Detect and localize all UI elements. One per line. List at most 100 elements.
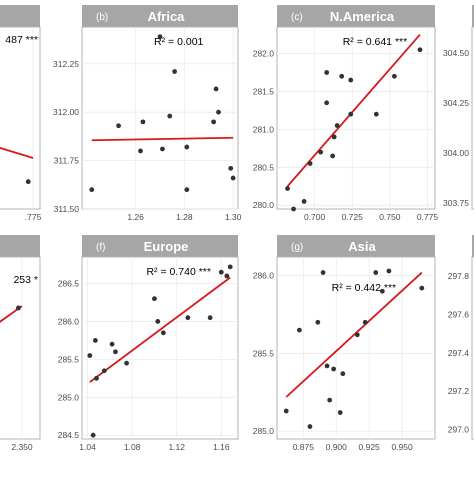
data-point [185, 315, 191, 321]
panel-title: Africa [148, 9, 186, 24]
y-tick-label: 280.5 [253, 162, 275, 172]
data-point [340, 371, 346, 377]
data-point [348, 111, 354, 117]
r-squared-annotation: R² = 0.641 *** [343, 36, 408, 48]
data-point [92, 338, 98, 343]
y-tick-label: 282.0 [253, 49, 275, 59]
r-squared-annotation: R² = 0.740 *** [146, 266, 211, 278]
data-point [324, 100, 330, 106]
data-point [160, 146, 165, 152]
panel-tag: (c) [291, 12, 303, 23]
data-point [362, 319, 368, 325]
y-tick-label: 297.4 [448, 348, 470, 358]
data-point [330, 153, 336, 159]
data-point [124, 360, 129, 366]
data-point [109, 341, 115, 347]
data-point [224, 273, 230, 279]
panel-border [276, 26, 436, 210]
x-tick-label: 0.875 [293, 442, 315, 452]
data-point [318, 149, 324, 155]
data-point [160, 330, 166, 336]
data-point [331, 134, 337, 140]
data-point [417, 47, 423, 53]
x-tick-label: 1.28 [176, 212, 193, 222]
data-point [184, 144, 190, 150]
r-squared-annotation: R² = 0.442 *** [332, 282, 397, 294]
data-point [230, 175, 236, 181]
regression-line [89, 276, 231, 383]
panel-title: Asia [348, 239, 376, 254]
y-tick-label: 311.50 [54, 204, 80, 214]
panel-title: N.America [330, 9, 395, 24]
data-point [296, 327, 302, 333]
y-tick-label: 304.50 [443, 48, 469, 58]
panel-border [471, 26, 474, 210]
data-point [307, 161, 313, 166]
x-tick-label: 0.725 [342, 212, 364, 222]
x-tick-label: .775 [25, 212, 42, 222]
y-tick-label: 280.0 [253, 200, 275, 210]
regression-line [285, 271, 423, 398]
data-point [211, 119, 217, 125]
y-tick-label: 286.5 [58, 279, 80, 289]
y-tick-label: 297.8 [448, 271, 470, 281]
data-point [140, 119, 146, 125]
data-point [354, 332, 360, 338]
panel-strip [472, 5, 474, 27]
panel-strip [277, 5, 435, 27]
panel-border [0, 256, 41, 440]
panel-strip [0, 5, 40, 27]
panel-strip [82, 5, 238, 27]
y-tick-label: 285.5 [58, 354, 80, 364]
panel-border [81, 26, 239, 210]
panel-tag: (b) [96, 12, 108, 23]
data-point [334, 123, 340, 128]
data-point [315, 319, 321, 325]
y-tick-label: 312.25 [53, 59, 79, 69]
data-point [301, 199, 307, 204]
x-tick-label: 1.08 [124, 442, 141, 452]
panel-strip [0, 235, 40, 257]
data-point [16, 305, 21, 311]
y-tick-label: 311.75 [54, 156, 80, 166]
y-tick-label: 285.0 [58, 392, 80, 402]
data-point [216, 109, 221, 115]
y-tick-label: 297.2 [448, 386, 470, 396]
data-point [307, 424, 313, 429]
data-point [386, 268, 392, 274]
x-tick-label: 0.775 [417, 212, 439, 222]
y-tick-label: 312.00 [53, 107, 79, 117]
r-squared-annotation: 487 *** [5, 34, 38, 46]
regression-line [0, 146, 34, 159]
data-point [227, 264, 233, 270]
data-point [285, 186, 290, 191]
panel-strip [277, 235, 435, 257]
regression-line [0, 305, 23, 323]
y-tick-label: 304.00 [443, 148, 469, 158]
regression-line [91, 136, 234, 142]
panel-tag: (f) [96, 242, 105, 253]
data-point [184, 187, 190, 193]
regression-line [286, 33, 421, 187]
data-point [116, 123, 121, 129]
y-tick-label: 281.0 [253, 124, 275, 134]
y-tick-label: 297.0 [448, 424, 470, 434]
panel-title: Europe [144, 239, 189, 254]
x-tick-label: 1.16 [213, 442, 230, 452]
data-point [373, 111, 379, 117]
data-point [138, 148, 143, 154]
data-point [324, 70, 330, 75]
x-tick-label: 0.750 [379, 212, 401, 222]
panel-tag: (g) [291, 242, 303, 253]
data-point [291, 206, 296, 212]
panel-border [471, 256, 474, 440]
x-tick-label: 1.26 [127, 212, 144, 222]
data-point [94, 375, 99, 381]
y-tick-label: 303.75 [443, 198, 469, 208]
data-point [152, 296, 157, 302]
x-tick-label: 0.925 [359, 442, 381, 452]
data-point [167, 113, 173, 119]
x-tick-label: 1.30 [225, 212, 242, 222]
data-point [213, 86, 219, 92]
